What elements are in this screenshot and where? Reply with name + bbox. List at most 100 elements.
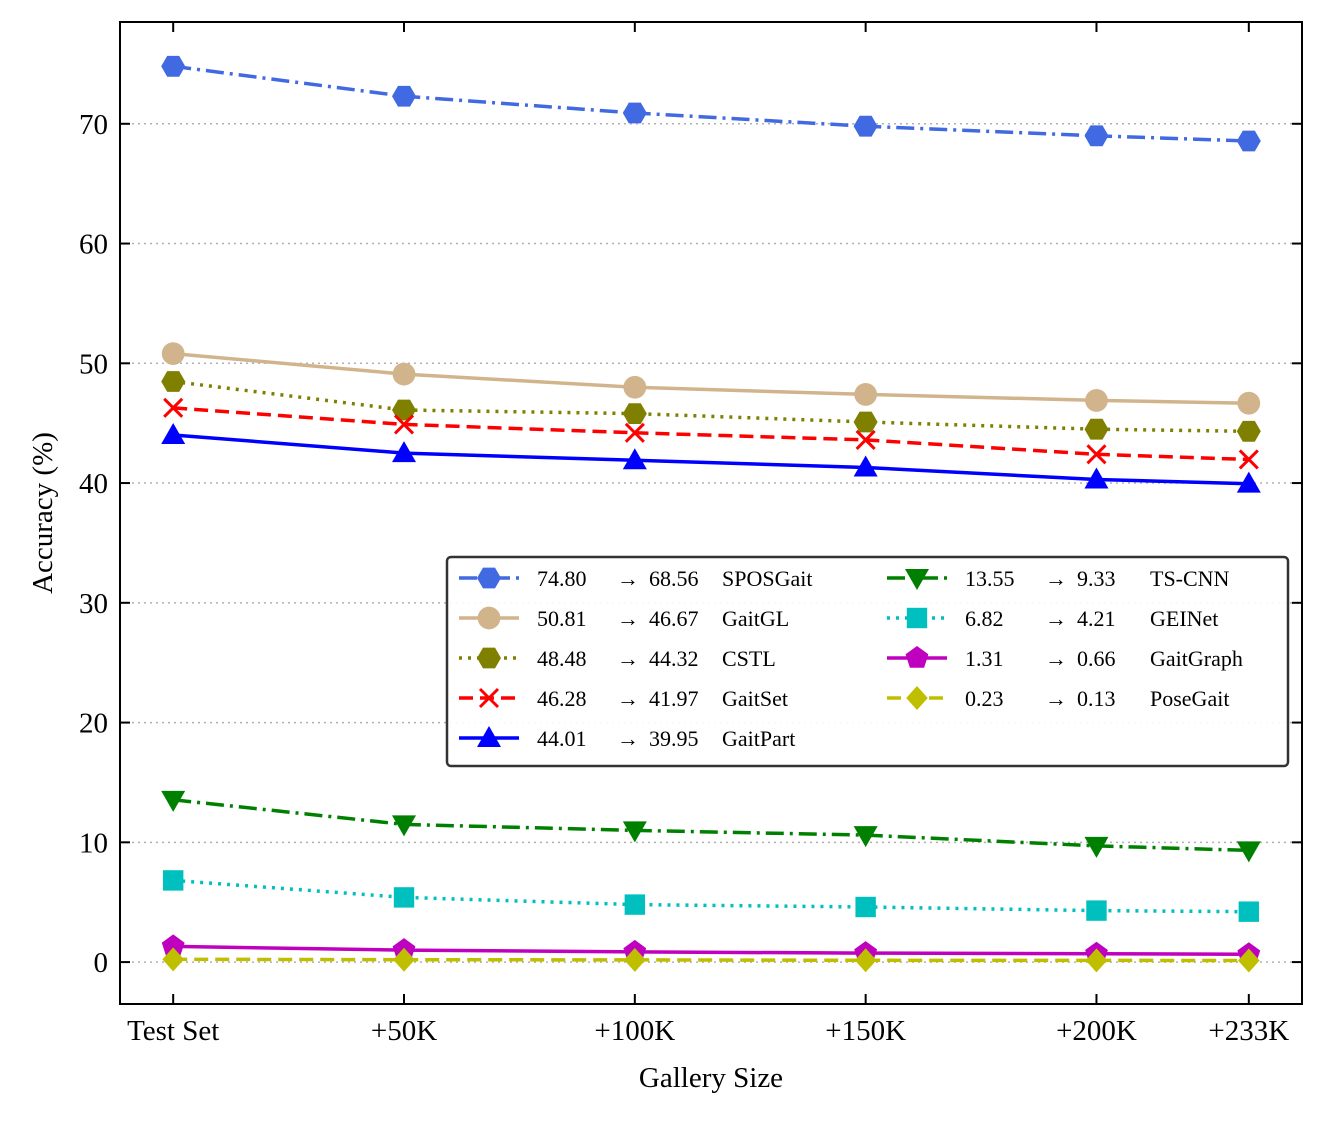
- tick-labels: 0 10 20 30 40 50 60 70 Test Set +50K +100K +150K +20…: [79, 109, 1289, 1047]
- series-line-posegait: [173, 957, 1249, 963]
- y-tick-label: 10: [79, 827, 108, 859]
- legend-start-value: 48.48: [537, 646, 587, 671]
- series-line-cstl: [172, 379, 1249, 434]
- x-tick-label: +100K: [594, 1015, 675, 1047]
- data-point-ts-cnn: [161, 790, 186, 812]
- data-point-cstl: [1084, 418, 1109, 440]
- legend-label-posegait: PoseGait: [1150, 686, 1229, 711]
- legend-label-cstl: CSTL: [722, 646, 776, 671]
- legend: 74.80 → 68.56 SPOSGait 50.81 → 46.67 GaitGL 48.4…: [445, 555, 1290, 768]
- legend-start-value: 44.01: [537, 726, 587, 751]
- series-line-geinet: [173, 878, 1249, 914]
- series-line-gaitgraph: [173, 944, 1249, 956]
- data-point-gaitset: [163, 397, 184, 418]
- axis-ticks: [120, 22, 1302, 1004]
- legend-arrow: →: [1045, 646, 1067, 671]
- data-point-gaitset: [624, 422, 645, 443]
- data-point-ts-cnn: [622, 821, 647, 843]
- data-point-gaitset: [1086, 444, 1107, 465]
- legend-arrow: →: [1045, 606, 1067, 631]
- legend-end-value: 4.21: [1077, 606, 1116, 631]
- data-point-sposgait: [853, 115, 878, 137]
- x-tick-label: +150K: [825, 1015, 906, 1047]
- data-point-gaitset: [855, 429, 876, 451]
- data-point-ts-cnn: [1236, 841, 1261, 863]
- legend-marker-sposgait: [477, 567, 501, 589]
- data-point-gaitpart: [161, 423, 186, 445]
- data-point-gaitpart: [622, 448, 647, 470]
- legend-label-sposgait: SPOSGait: [722, 566, 812, 591]
- legend-arrow: →: [1045, 686, 1067, 711]
- series-lines: [172, 64, 1249, 963]
- plot-frame: [119, 21, 1303, 1005]
- data-point-gaitpart: [1084, 467, 1109, 489]
- x-tick-label: +50K: [371, 1015, 437, 1047]
- legend-marker-gaitset: [478, 687, 500, 709]
- x-tick-label: Test Set: [127, 1015, 219, 1047]
- data-point-posegait: [1238, 948, 1260, 973]
- legend-end-value: 0.66: [1077, 646, 1116, 671]
- data-point-gaitset: [393, 414, 415, 435]
- series-line-gaitgl: [173, 351, 1249, 405]
- data-point-gaitpart: [853, 455, 878, 477]
- legend-start-value: 50.81: [537, 606, 587, 631]
- data-point-gaitgl: [623, 375, 647, 399]
- data-point-ts-cnn: [392, 815, 417, 837]
- data-point-gaitpart: [1236, 471, 1261, 493]
- y-tick-label: 30: [79, 588, 108, 620]
- data-point-sposgait: [1236, 130, 1261, 152]
- legend-marker-gaitpart: [477, 726, 501, 747]
- legend-marker-posegait: [906, 686, 928, 710]
- legend-start-value: 0.23: [965, 686, 1004, 711]
- y-tick-label: 50: [79, 348, 108, 380]
- legend-end-value: 44.32: [649, 646, 699, 671]
- legend-arrow: →: [617, 566, 639, 591]
- data-point-gaitgl: [1237, 391, 1261, 415]
- data-point-geinet: [1238, 901, 1260, 922]
- legend-marker-cstl: [477, 647, 501, 669]
- y-tick-label: 20: [79, 708, 108, 740]
- data-point-geinet: [855, 896, 876, 918]
- data-point-ts-cnn: [1084, 836, 1109, 858]
- series-line-ts-cnn: [173, 798, 1249, 853]
- data-point-posegait: [393, 947, 415, 972]
- data-point-sposgait: [622, 102, 647, 124]
- data-point-gaitgraph: [161, 934, 185, 957]
- legend-marker-geinet: [906, 607, 928, 629]
- y-tick-label: 70: [79, 109, 108, 141]
- data-point-gaitpart: [392, 441, 417, 463]
- legend-arrow: →: [617, 606, 639, 631]
- series-line-sposgait: [172, 64, 1249, 143]
- legend-label-geinet: GEINet: [1150, 606, 1218, 631]
- y-tick-label: 0: [94, 947, 109, 979]
- legend-marker-gaitgraph: [905, 646, 929, 668]
- legend-label-gaitgraph: GaitGraph: [1150, 646, 1243, 671]
- legend-end-value: 41.97: [649, 686, 699, 711]
- data-point-geinet: [393, 887, 415, 908]
- data-point-posegait: [162, 947, 184, 972]
- legend-end-value: 9.33: [1077, 566, 1116, 591]
- data-point-posegait: [624, 947, 646, 972]
- legend-arrow: →: [617, 646, 639, 671]
- legend-arrow: →: [617, 686, 639, 711]
- data-point-gaitgl: [854, 383, 878, 406]
- series-markers: [161, 55, 1261, 973]
- x-tick-label: +200K: [1056, 1015, 1137, 1047]
- data-point-sposgait: [1084, 125, 1109, 147]
- legend-label-gaitgl: GaitGL: [722, 606, 789, 631]
- data-point-ts-cnn: [853, 826, 878, 848]
- legend-start-value: 13.55: [965, 566, 1015, 591]
- data-point-sposgait: [161, 55, 186, 77]
- data-point-gaitgl: [1085, 389, 1108, 412]
- legend-label-gaitset: GaitSet: [722, 686, 788, 711]
- legend-end-value: 0.13: [1077, 686, 1116, 711]
- legend-start-value: 46.28: [537, 686, 587, 711]
- legend-end-value: 68.56: [649, 566, 699, 591]
- x-tick-label: +233K: [1208, 1015, 1289, 1047]
- data-point-gaitgl: [161, 342, 185, 366]
- legend-arrow: →: [617, 726, 639, 751]
- x-axis-label: Gallery Size: [639, 1062, 783, 1094]
- legend-marker-gaitgl: [477, 606, 501, 630]
- series-line-gaitset: [173, 406, 1249, 462]
